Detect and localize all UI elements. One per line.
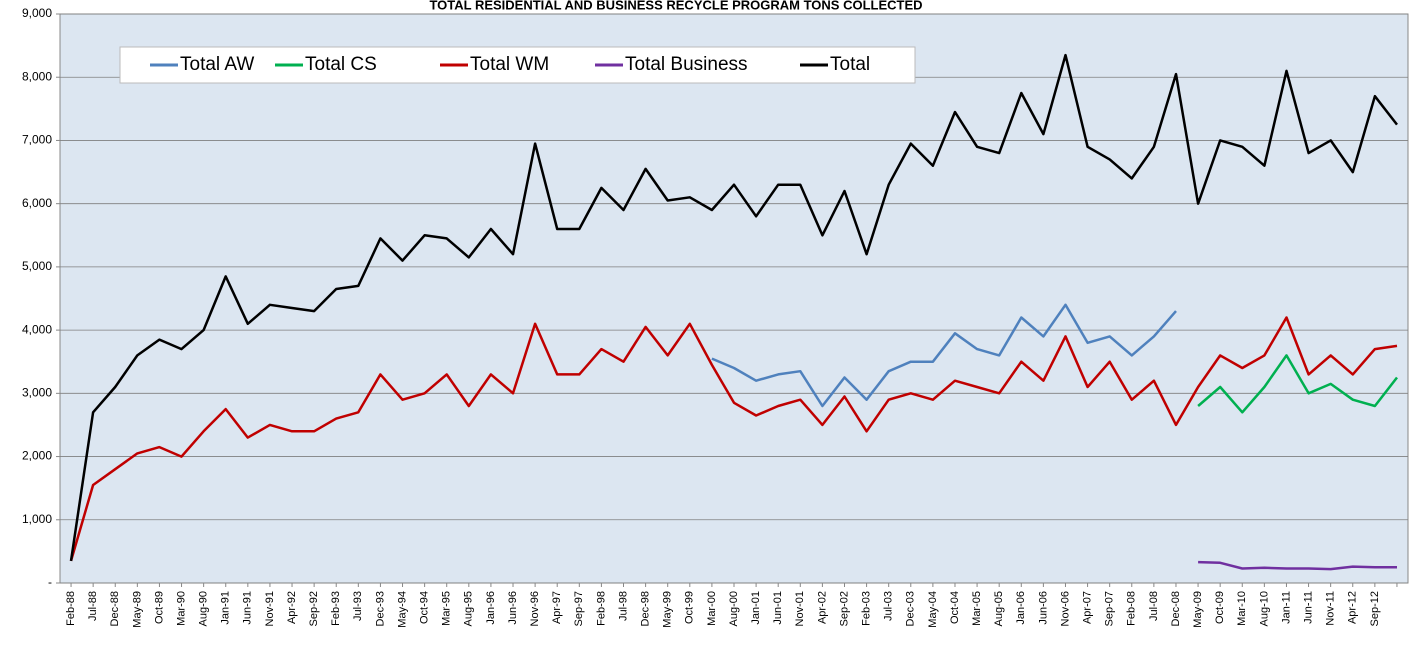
x-tick-label: Jun-11 [1302,591,1314,624]
x-tick-label: Sep-92 [308,591,320,626]
x-tick-label: Apr-02 [816,591,828,624]
x-tick-label: Oct-04 [949,591,961,624]
x-tick-label: Jan-91 [220,591,232,625]
x-tick-label: Oct-99 [684,591,696,624]
x-tick-label: Jun-91 [242,591,254,625]
legend-label: Total Business [625,54,748,75]
y-tick-label: 4,000 [22,322,52,336]
y-tick-label: 9,000 [22,6,52,20]
x-tick-label: Apr-12 [1347,591,1359,624]
x-tick-label: Jul-03 [883,591,895,621]
chart-title: TOTAL RESIDENTIAL AND BUSINESS RECYCLE P… [429,0,922,12]
legend-label: Total WM [470,54,549,75]
legend: Total AW Total CS Total WM Total Business To… [119,46,916,84]
x-tick-label: Nov-96 [529,591,541,626]
x-tick-label: Jul-98 [617,591,629,621]
x-tick-label: Mar-00 [706,591,718,626]
x-tick-label: Feb-93 [330,591,342,626]
x-tick-label: Jul-08 [1148,591,1160,621]
x-tick-label: Nov-06 [1059,591,1071,626]
series-line [1197,354,1398,414]
x-tick-label: Jul-93 [352,591,364,621]
x-tick-label: Aug-10 [1258,591,1270,626]
legend-label: Total AW [180,54,254,75]
x-tick-label: Oct-89 [153,591,165,624]
x-tick-label: Jun-01 [772,591,784,625]
x-tick-label: Aug-00 [728,591,740,626]
y-tick-label: 1,000 [22,512,52,526]
x-tick-label: Jan-06 [1015,591,1027,625]
y-tick-label: 6,000 [22,196,52,210]
x-tick-label: Sep-07 [1104,591,1116,626]
x-tick-label: Dec-88 [109,591,121,626]
x-tick-label: Apr-97 [551,591,563,624]
x-tick-label: May-94 [396,591,408,628]
x-tick-label: Jan-96 [485,591,497,625]
x-tick-label: Nov-01 [794,591,806,626]
series-line [69,53,1398,562]
plot-area [59,13,1409,584]
x-tick-label: Feb-08 [1126,591,1138,626]
y-tick-label: 7,000 [22,133,52,147]
x-tick-label: Jul-88 [87,591,99,621]
x-tick-label: Sep-12 [1369,591,1381,626]
series-line [69,316,1398,562]
x-tick-label: Dec-93 [374,591,386,626]
y-tick-label: 5,000 [22,259,52,273]
legend-label: Total [830,54,870,75]
x-tick-label: Oct-09 [1214,591,1226,624]
legend-box [119,46,916,84]
x-tick-label: Feb-88 [65,591,77,626]
x-tick-label: Jun-96 [507,591,519,625]
x-tick-label: May-09 [1192,591,1204,628]
x-tick-label: Jan-11 [1280,591,1292,624]
x-tick-label: Aug-95 [463,591,475,626]
x-tick-label: Jun-06 [1037,591,1049,625]
x-tick-label: Jan-01 [750,591,762,625]
y-tick-label: 2,000 [22,449,52,463]
x-tick-label: May-99 [662,591,674,628]
x-tick-label: Dec-08 [1170,591,1182,626]
x-tick-label: Mar-90 [175,591,187,626]
x-tick-label: Aug-90 [198,591,210,626]
x-tick-label: Mar-10 [1236,591,1248,626]
x-tick-label: Dec-98 [640,591,652,626]
x-tick-label: Nov-11 [1325,591,1337,626]
x-tick-label: Apr-07 [1081,591,1093,624]
x-tick-label: Dec-03 [905,591,917,626]
y-tick-label: - [48,575,52,589]
x-tick-label: Sep-02 [838,591,850,626]
x-tick-label: Mar-95 [441,591,453,626]
series-line [1198,560,1397,571]
legend-label: Total CS [305,54,377,75]
x-tick-label: May-89 [131,591,143,628]
x-tick-label: Aug-05 [993,591,1005,626]
x-tick-label: May-04 [927,591,939,628]
x-tick-label: Mar-05 [971,591,983,626]
x-tick-label: Nov-91 [264,591,276,626]
x-tick-label: Feb-03 [860,591,872,626]
y-tick-label: 3,000 [22,386,52,400]
x-tick-label: Oct-94 [419,591,431,624]
x-tick-label: Sep-97 [573,591,585,626]
y-tick-label: 8,000 [22,69,52,83]
x-tick-label: Apr-92 [286,591,298,624]
series-line [711,303,1177,408]
x-tick-label: Feb-98 [595,591,607,626]
